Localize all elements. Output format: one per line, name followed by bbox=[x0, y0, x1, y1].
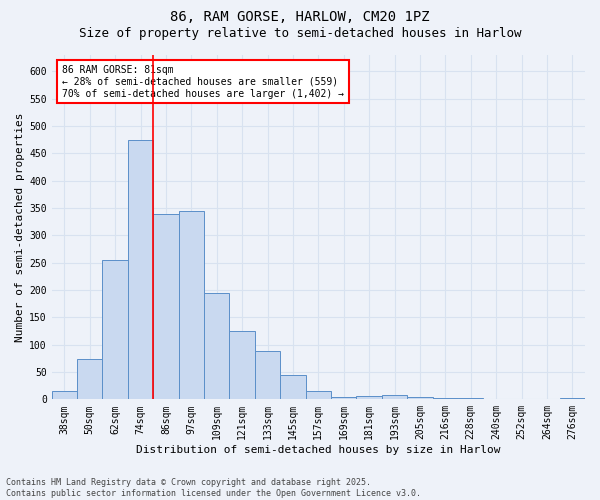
Bar bbox=[305, 391, 331, 400]
Text: 86, RAM GORSE, HARLOW, CM20 1PZ: 86, RAM GORSE, HARLOW, CM20 1PZ bbox=[170, 10, 430, 24]
Bar bbox=[407, 396, 433, 400]
Bar bbox=[153, 214, 179, 400]
Bar bbox=[331, 396, 356, 400]
Text: Contains HM Land Registry data © Crown copyright and database right 2025.
Contai: Contains HM Land Registry data © Crown c… bbox=[6, 478, 421, 498]
Bar bbox=[179, 211, 204, 400]
Bar bbox=[560, 398, 585, 400]
Bar bbox=[128, 140, 153, 400]
Bar bbox=[52, 391, 77, 400]
Bar bbox=[229, 331, 255, 400]
Bar bbox=[103, 260, 128, 400]
Bar bbox=[433, 398, 458, 400]
Bar bbox=[280, 374, 305, 400]
Bar bbox=[356, 396, 382, 400]
Bar bbox=[484, 399, 509, 400]
Bar bbox=[382, 395, 407, 400]
Bar bbox=[204, 293, 229, 400]
Bar bbox=[458, 398, 484, 400]
Bar bbox=[77, 360, 103, 400]
X-axis label: Distribution of semi-detached houses by size in Harlow: Distribution of semi-detached houses by … bbox=[136, 445, 500, 455]
Bar bbox=[255, 351, 280, 400]
Y-axis label: Number of semi-detached properties: Number of semi-detached properties bbox=[15, 112, 25, 342]
Text: Size of property relative to semi-detached houses in Harlow: Size of property relative to semi-detach… bbox=[79, 28, 521, 40]
Text: 86 RAM GORSE: 81sqm
← 28% of semi-detached houses are smaller (559)
70% of semi-: 86 RAM GORSE: 81sqm ← 28% of semi-detach… bbox=[62, 66, 344, 98]
